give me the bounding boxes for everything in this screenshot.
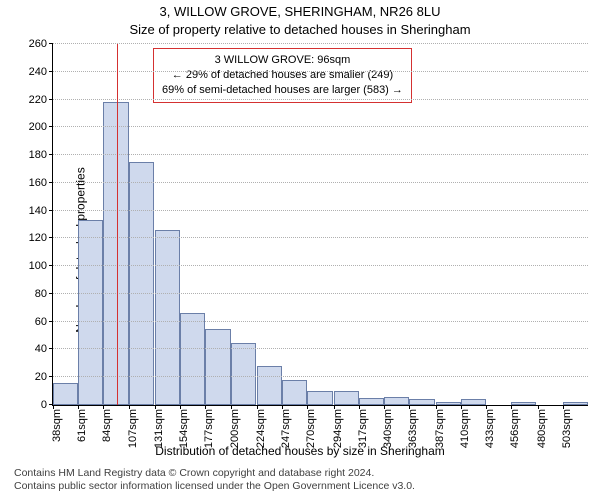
histogram-bar — [231, 343, 256, 405]
ytick-label: 120 — [29, 232, 47, 244]
gridline — [53, 71, 588, 72]
chart-subtitle: Size of property relative to detached ho… — [0, 22, 600, 37]
ytick-label: 260 — [29, 38, 47, 50]
xtick-label: 224sqm — [255, 409, 267, 448]
xtick-label: 387sqm — [434, 409, 446, 448]
reference-line — [117, 44, 118, 405]
ytick-label: 20 — [35, 371, 47, 383]
ytick-mark — [49, 43, 53, 44]
plot-area: 3 WILLOW GROVE: 96sqm ← 29% of detached … — [52, 44, 588, 406]
xtick-label: 503sqm — [561, 409, 573, 448]
xtick-label: 61sqm — [76, 409, 88, 442]
ytick-label: 40 — [35, 343, 47, 355]
xtick-label: 433sqm — [484, 409, 496, 448]
ytick-label: 80 — [35, 288, 47, 300]
xtick-label: 363sqm — [407, 409, 419, 448]
ytick-label: 100 — [29, 260, 47, 272]
xtick-label: 294sqm — [332, 409, 344, 448]
ytick-mark — [49, 293, 53, 294]
xtick-label: 317sqm — [357, 409, 369, 448]
gridline — [53, 99, 588, 100]
ytick-label: 200 — [29, 121, 47, 133]
footer-line-2: Contains public sector information licen… — [14, 480, 415, 494]
info-box: 3 WILLOW GROVE: 96sqm ← 29% of detached … — [153, 48, 412, 103]
gridline — [53, 321, 588, 322]
ytick-mark — [49, 237, 53, 238]
info-line-3: 69% of semi-detached houses are larger (… — [162, 83, 403, 98]
xtick-label: 84sqm — [101, 409, 113, 442]
xtick-label: 154sqm — [178, 409, 190, 448]
xtick-label: 456sqm — [509, 409, 521, 448]
histogram-bar — [384, 397, 409, 405]
gridline — [53, 348, 588, 349]
histogram-bar — [436, 402, 461, 405]
xtick-label: 200sqm — [229, 409, 241, 448]
footer-text: Contains HM Land Registry data © Crown c… — [14, 467, 415, 494]
histogram-bar — [53, 383, 78, 405]
histogram-bar — [511, 402, 536, 405]
gridline — [53, 376, 588, 377]
gridline — [53, 182, 588, 183]
ytick-label: 60 — [35, 316, 47, 328]
gridline — [53, 154, 588, 155]
xtick-label: 177sqm — [203, 409, 215, 448]
xtick-label: 270sqm — [305, 409, 317, 448]
histogram-bar — [78, 220, 103, 405]
gridline — [53, 265, 588, 266]
histogram-bar — [461, 399, 486, 405]
ytick-mark — [49, 376, 53, 377]
xtick-label: 247sqm — [280, 409, 292, 448]
ytick-label: 180 — [29, 149, 47, 161]
ytick-mark — [49, 210, 53, 211]
histogram-bar — [257, 366, 282, 405]
histogram-bar — [129, 162, 154, 405]
chart-container: 3, WILLOW GROVE, SHERINGHAM, NR26 8LU Si… — [0, 0, 600, 500]
histogram-bar — [307, 391, 332, 405]
ytick-mark — [49, 321, 53, 322]
info-line-1: 3 WILLOW GROVE: 96sqm — [162, 53, 403, 68]
xtick-label: 107sqm — [127, 409, 139, 448]
ytick-mark — [49, 71, 53, 72]
histogram-bar — [155, 230, 180, 405]
footer-line-1: Contains HM Land Registry data © Crown c… — [14, 467, 415, 481]
ytick-mark — [49, 99, 53, 100]
gridline — [53, 126, 588, 127]
x-axis-label: Distribution of detached houses by size … — [0, 444, 600, 458]
histogram-bar — [205, 329, 230, 405]
ytick-label: 240 — [29, 66, 47, 78]
ytick-label: 220 — [29, 94, 47, 106]
xtick-label: 340sqm — [382, 409, 394, 448]
histogram-bar — [180, 313, 205, 405]
ytick-mark — [49, 126, 53, 127]
histogram-bar — [282, 380, 307, 405]
ytick-mark — [49, 182, 53, 183]
xtick-label: 410sqm — [459, 409, 471, 448]
ytick-mark — [49, 265, 53, 266]
ytick-mark — [49, 154, 53, 155]
chart-title: 3, WILLOW GROVE, SHERINGHAM, NR26 8LU — [0, 4, 600, 19]
xtick-label: 480sqm — [536, 409, 548, 448]
ytick-mark — [49, 348, 53, 349]
gridline — [53, 43, 588, 44]
histogram-bar — [409, 399, 434, 405]
ytick-label: 160 — [29, 177, 47, 189]
histogram-bar — [359, 398, 384, 405]
xtick-label: 131sqm — [153, 409, 165, 448]
xtick-label: 38sqm — [51, 409, 63, 442]
gridline — [53, 237, 588, 238]
histogram-bar — [563, 402, 588, 405]
gridline — [53, 293, 588, 294]
gridline — [53, 210, 588, 211]
ytick-label: 140 — [29, 205, 47, 217]
ytick-label: 0 — [41, 399, 47, 411]
histogram-bar — [334, 391, 359, 405]
